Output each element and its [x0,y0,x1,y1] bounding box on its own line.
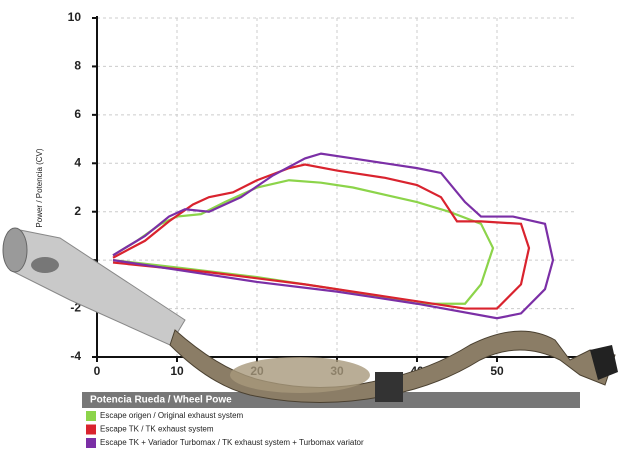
y-axis-label: Power / Potencia (CV) [35,148,44,227]
x-tick-label: 50 [490,364,504,378]
y-tick-label: 4 [74,155,81,169]
x-tick-label: 10 [170,364,184,378]
y-tick-label: 6 [74,107,81,121]
exhaust-image [2,227,618,403]
y-tick-label: -4 [70,349,81,363]
x-tick-label: 0 [94,364,101,378]
legend-swatch [86,424,96,435]
legend-swatch [86,411,96,421]
y-tick-label: -2 [70,301,81,315]
y-tick-label: 8 [74,59,81,73]
series-line [112,179,495,305]
legend: Escape origen / Original exhaust system E… [86,411,364,448]
legend-label: Escape origen / Original exhaust system [100,411,244,420]
y-tick-label: 10 [68,10,82,24]
x-axis-label: Potencia Rueda / Wheel Powe [90,395,232,406]
legend-swatch [86,438,96,448]
legend-label: Escape TK + Variador Turbomax / TK exhau… [100,438,364,447]
legend-label: Escape TK / TK exhaust system [100,425,214,434]
series-line [112,152,555,320]
series-line [112,163,531,310]
y-tick-label: 2 [74,204,81,218]
plot: -4-2024681001020304050 [68,10,577,378]
